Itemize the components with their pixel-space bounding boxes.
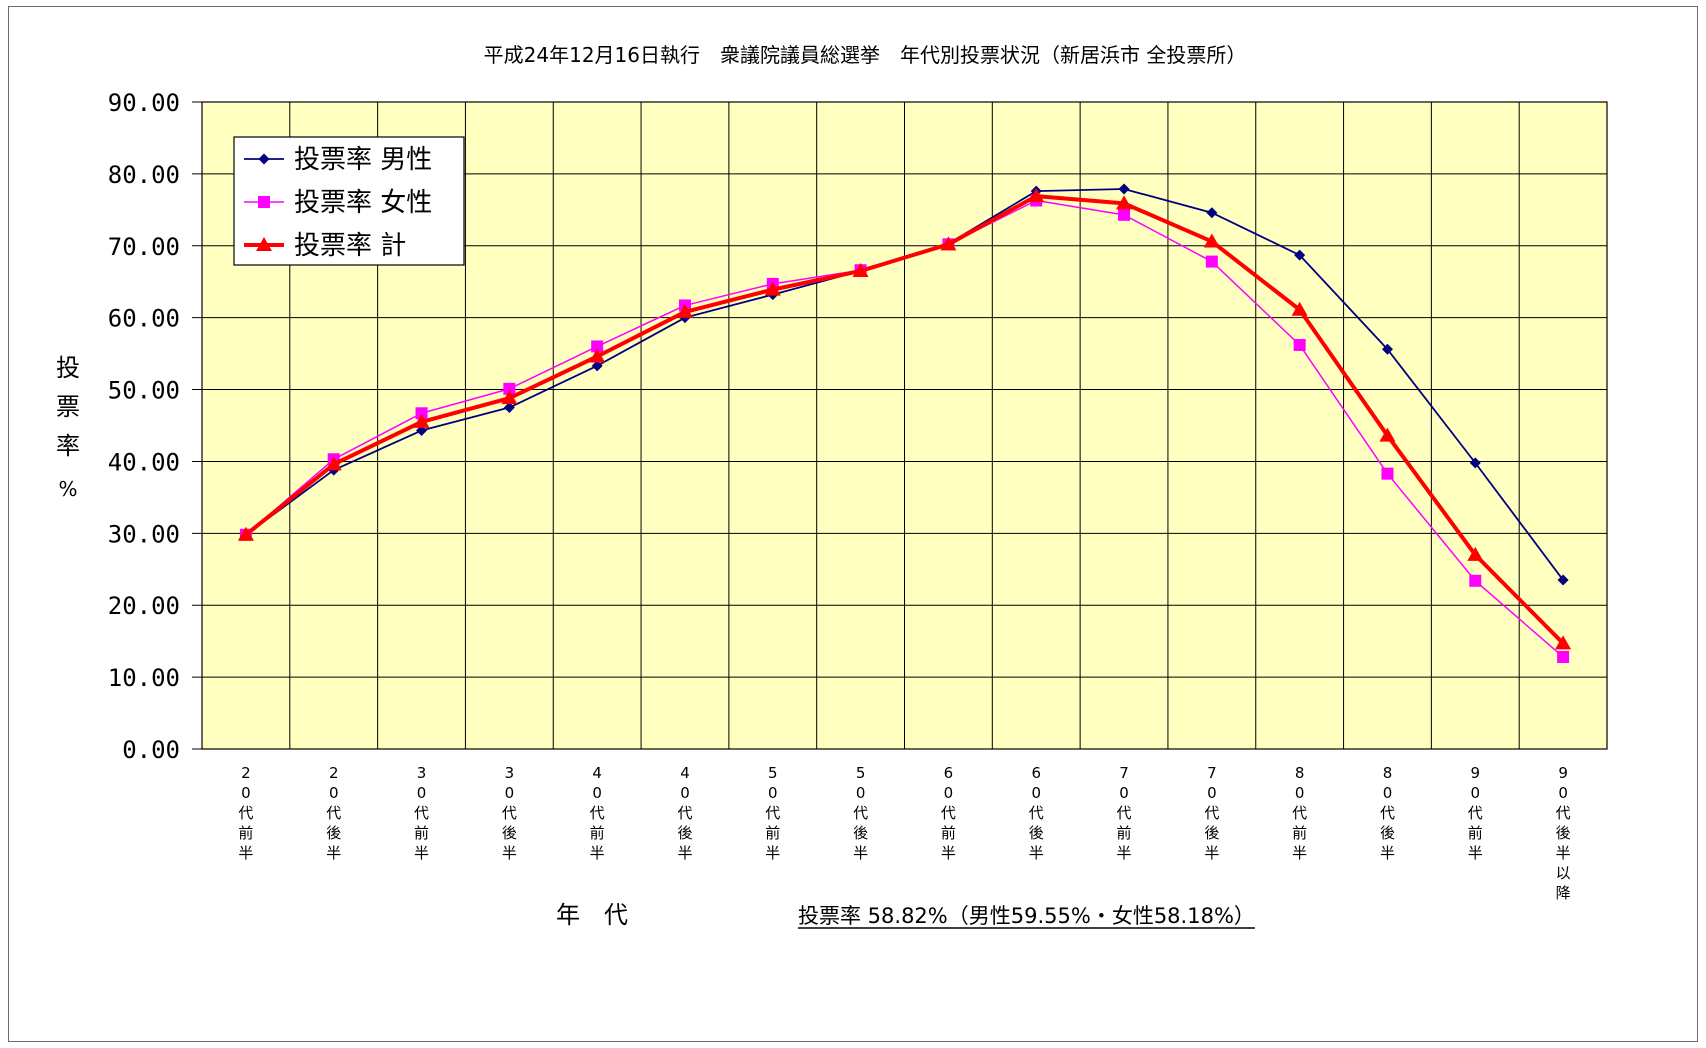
legend-label: 投票率 女性 (294, 188, 432, 218)
y-tick-label: 40.00 (108, 448, 180, 476)
data-point (1557, 574, 1569, 586)
data-point (503, 402, 515, 414)
x-tick-label: 5 0 代前半 (765, 764, 780, 862)
data-point (1469, 457, 1481, 469)
data-point (325, 456, 342, 471)
series-line (244, 194, 1565, 645)
x-tick-label: 9 0 代後半以降 (1556, 764, 1571, 902)
data-point (591, 340, 604, 353)
legend-label: 投票率 男性 (294, 145, 432, 175)
y-tick-label: 10.00 (108, 664, 180, 692)
y-tick-label: 50.00 (108, 377, 180, 405)
x-tick-label: 8 0 代後半 (1380, 764, 1395, 862)
x-tick-label: 4 0 代前半 (590, 764, 605, 862)
x-tick-label: 7 0 代後半 (1204, 764, 1219, 862)
data-point (413, 413, 430, 428)
y-tick-label: 20.00 (108, 592, 180, 620)
data-point (1205, 255, 1218, 268)
x-tick-label: 9 0 代前半 (1468, 764, 1483, 862)
legend-item: 投票率 女性 (244, 188, 432, 218)
y-axis-ticks: 0.00 10.00 20.00 30.00 40.00 50.00 60.00 70.00 8… (108, 89, 180, 764)
chart-title: 平成24年12月16日執行 衆議院議員総選挙 年代別投票状況（新居浜市 全投票所… (484, 43, 1247, 67)
y-tick-label: 90.00 (108, 89, 180, 117)
data-point (1381, 467, 1394, 480)
data-point (1557, 650, 1570, 663)
x-tick-label: 4 0 代後半 (677, 764, 692, 862)
data-point (589, 348, 606, 363)
data-point (1555, 635, 1572, 650)
data-point (764, 281, 781, 296)
data-point (1118, 208, 1131, 221)
x-tick-label: 7 0 代前半 (1117, 764, 1132, 862)
data-point (1293, 338, 1306, 351)
y-tick-label: 80.00 (108, 161, 180, 189)
data-point (1028, 188, 1045, 203)
turnout-summary: 投票率 58.82%（男性59.55%・女性58.18%） (798, 904, 1255, 928)
data-point (1467, 546, 1484, 561)
y-tick-label: 70.00 (108, 233, 180, 261)
data-point (852, 262, 869, 277)
x-tick-label: 3 0 代前半 (414, 764, 429, 862)
data-point (676, 303, 693, 318)
y-tick-label: 30.00 (108, 520, 180, 548)
data-point (1116, 195, 1133, 210)
data-point (1379, 427, 1396, 442)
data-point (415, 407, 428, 420)
data-point (501, 390, 518, 405)
legend-item: 投票率 計 (244, 231, 406, 261)
series-triangle (237, 188, 1572, 650)
x-tick-label: 3 0 代後半 (502, 764, 517, 862)
data-point (1469, 574, 1482, 587)
x-axis-categories: 2 0 代前半 2 0 代後半 3 0 代前半 3 0 代後半 4 0 代前半 4 0 代後半 5 0 代前半 5 0 代後半… (238, 764, 1570, 902)
legend-marker (256, 237, 272, 251)
data-point (503, 382, 516, 395)
x-tick-label: 8 0 代前半 (1292, 764, 1307, 862)
data-point (940, 236, 957, 251)
x-tick-label: 2 0 代前半 (238, 764, 253, 862)
legend-label: 投票率 計 (294, 231, 406, 261)
data-point (1381, 343, 1393, 355)
x-tick-label: 6 0 代前半 (941, 764, 956, 862)
legend-marker (258, 196, 270, 208)
series-layer (237, 183, 1572, 663)
data-point (1203, 233, 1220, 248)
y-tick-label: 60.00 (108, 305, 180, 333)
y-tick-label: 0.00 (122, 736, 180, 764)
x-tick-label: 2 0 代後半 (326, 764, 341, 862)
y-axis-title: 投票率% (56, 354, 80, 501)
data-point (1118, 183, 1130, 195)
grid (192, 101, 1607, 750)
x-axis-title: 年 代 (556, 901, 628, 929)
x-tick-label: 5 0 代後半 (853, 764, 868, 862)
y-axis-title-text: 投票率% (56, 354, 80, 501)
legend-item: 投票率 男性 (244, 145, 432, 175)
data-point (237, 526, 254, 541)
data-point (591, 360, 603, 372)
data-point (1294, 249, 1306, 261)
legend-marker (258, 153, 270, 165)
data-point (1206, 207, 1218, 219)
data-point (1291, 301, 1308, 316)
x-tick-label: 6 0 代後半 (1029, 764, 1044, 862)
